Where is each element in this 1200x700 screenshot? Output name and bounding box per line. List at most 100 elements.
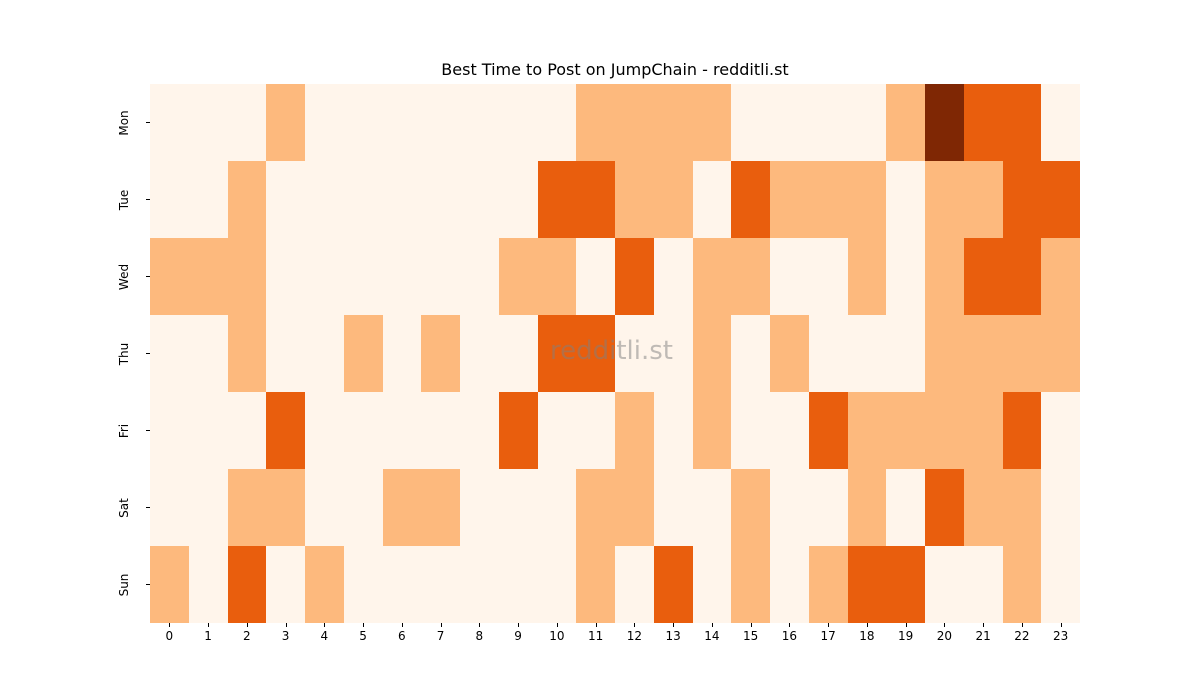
heatmap-cell	[615, 84, 654, 161]
heatmap-cell	[576, 469, 615, 546]
heatmap-cell	[770, 392, 809, 469]
heatmap-cell	[150, 84, 189, 161]
heatmap-cell	[925, 161, 964, 238]
heatmap-cell	[615, 392, 654, 469]
heatmap-cell	[460, 315, 499, 392]
x-axis-labels: 0 1 2 3 4 5 6 7 8 9 10 11 12 13 14 15 16 17 18 19 20 21 22 23	[150, 623, 1080, 653]
x-tick: 4	[305, 623, 344, 653]
heatmap-cell	[227, 315, 267, 392]
y-axis-labels: Mon Tue Wed Thu Fri Sat Sun	[110, 84, 150, 623]
x-tick-label: 19	[897, 629, 914, 643]
heatmap-cell	[692, 238, 732, 315]
heatmap-cell	[1041, 469, 1080, 546]
heatmap-cell	[150, 546, 189, 623]
heatmap-cell	[847, 161, 887, 238]
heatmap-cell	[421, 469, 460, 546]
heatmap-cell	[227, 469, 267, 546]
heatmap-cell	[963, 161, 1003, 238]
heatmap-cell	[498, 238, 538, 315]
x-tick-mark	[285, 623, 287, 627]
x-tick: 16	[770, 623, 809, 653]
x-tick-label: 21	[975, 629, 991, 643]
heatmap-cell	[188, 161, 228, 238]
x-tick-label: 4	[320, 629, 329, 643]
heatmap-cell	[925, 392, 964, 469]
x-tick: 22	[1003, 623, 1042, 653]
heatmap-cell	[808, 161, 848, 238]
x-tick: 0	[150, 623, 189, 653]
heatmap-cell	[343, 238, 383, 315]
heatmap-cell	[382, 546, 422, 623]
x-tick-mark	[828, 623, 830, 627]
heatmap-cell	[1041, 315, 1080, 392]
x-tick: 10	[538, 623, 577, 653]
x-tick: 19	[886, 623, 925, 653]
heatmap-cell	[615, 546, 654, 623]
x-tick-label: 20	[936, 629, 953, 643]
x-tick-mark	[169, 623, 171, 627]
heatmap-cell	[1002, 469, 1042, 546]
x-tick-mark	[711, 623, 713, 627]
x-tick-mark	[983, 623, 985, 627]
heatmap-cell	[886, 161, 925, 238]
heatmap-cell	[343, 546, 383, 623]
heatmap-cell	[963, 84, 1003, 161]
heatmap-cell	[305, 546, 344, 623]
heatmap-cell	[188, 392, 228, 469]
heatmap-cell	[925, 84, 964, 161]
heatmap-cell	[576, 161, 615, 238]
heatmap-cell	[847, 315, 887, 392]
heatmap-cell	[498, 161, 538, 238]
heatmap-cell	[692, 392, 732, 469]
y-tick-mark	[146, 507, 150, 508]
heatmap-cell	[770, 84, 809, 161]
heatmap-cell	[615, 469, 654, 546]
y-tick: Sun	[110, 546, 150, 623]
x-tick: 3	[266, 623, 305, 653]
x-tick: 12	[615, 623, 654, 653]
heatmap-cell	[1002, 161, 1042, 238]
heatmap-cell	[963, 392, 1003, 469]
heatmap-cell	[731, 392, 770, 469]
x-tick: 6	[383, 623, 422, 653]
heatmap-cell	[266, 546, 305, 623]
heatmap-cell	[460, 84, 499, 161]
y-tick: Mon	[110, 84, 150, 161]
heatmap-cell	[653, 238, 693, 315]
heatmap-cell	[537, 161, 577, 238]
y-tick-label: Wed	[117, 263, 131, 290]
x-tick: 14	[693, 623, 732, 653]
heatmap-cell	[421, 238, 460, 315]
heatmap-cell	[615, 238, 654, 315]
heatmap-cell	[421, 546, 460, 623]
heatmap-cell	[460, 546, 499, 623]
heatmap-cell	[382, 469, 422, 546]
x-tick-label: 9	[514, 629, 522, 643]
heatmap-cell	[847, 84, 887, 161]
y-tick-label: Fri	[117, 423, 131, 438]
heatmap-cell	[266, 315, 305, 392]
heatmap-cell	[808, 84, 848, 161]
chart-title: Best Time to Post on JumpChain - redditl…	[441, 60, 789, 79]
x-tick-label: 15	[742, 629, 759, 643]
heatmap-cell	[537, 315, 577, 392]
heatmap-cell	[886, 469, 925, 546]
y-tick: Tue	[110, 161, 150, 238]
x-tick-label: 7	[436, 629, 445, 643]
heatmap-cell	[808, 392, 848, 469]
y-tick: Wed	[110, 238, 150, 315]
y-tick-label: Tue	[117, 189, 131, 210]
y-tick-label: Thu	[117, 342, 131, 365]
heatmap-cell	[1041, 546, 1080, 623]
x-tick-label: 6	[398, 629, 406, 643]
x-tick-mark	[401, 623, 403, 627]
heatmap-cell	[653, 315, 693, 392]
heatmap-cell	[305, 315, 344, 392]
x-tick: 11	[576, 623, 615, 653]
y-tick-mark	[146, 276, 150, 277]
heatmap-cell	[498, 392, 538, 469]
heatmap-cell	[266, 161, 305, 238]
heatmap-cell	[266, 392, 305, 469]
x-tick-mark	[1060, 623, 1062, 627]
heatmap-cell	[576, 84, 615, 161]
